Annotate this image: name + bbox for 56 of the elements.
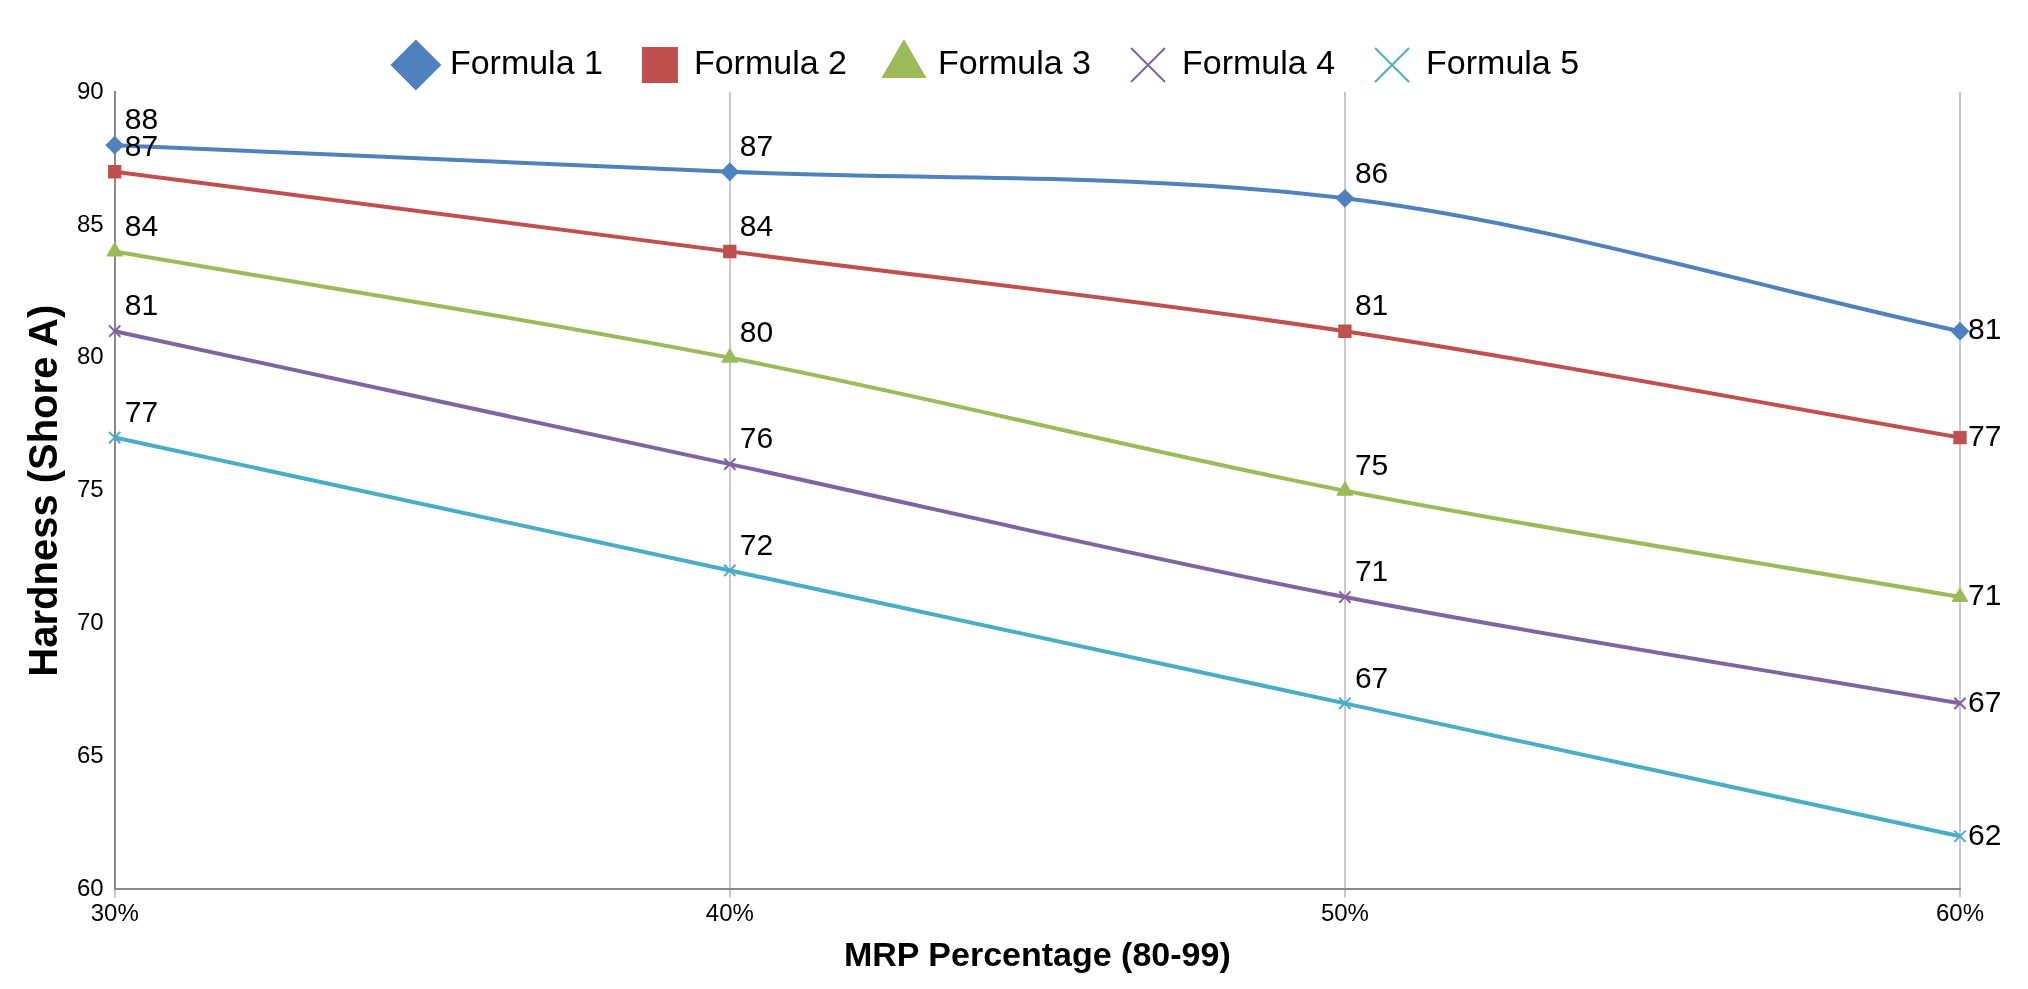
y-tick-label: 75	[76, 475, 104, 503]
legend-label: Formula 3	[937, 43, 1092, 82]
point	[723, 457, 737, 471]
point	[108, 165, 122, 179]
y-tick-label: 80	[76, 342, 104, 370]
data-label: 77	[124, 394, 159, 428]
point	[723, 244, 737, 259]
data-label: 72	[739, 527, 774, 561]
point	[1953, 696, 1967, 710]
y-axis-title: Hardness (Shore A)	[21, 304, 66, 677]
x-tick-label: 40%	[705, 899, 754, 927]
data-label: 67	[1968, 684, 2002, 718]
data-label: 71	[1968, 578, 2002, 612]
data-label: 88	[124, 102, 159, 136]
data-label: 67	[1354, 660, 1389, 694]
data-label: 76	[739, 421, 774, 455]
legend-label: Formula 1	[449, 43, 603, 82]
data-label: 84	[124, 208, 159, 242]
data-label: 62	[1968, 817, 2002, 851]
point	[108, 430, 122, 445]
y-tick-label: 85	[76, 209, 104, 237]
legend-label: Formula 5	[1426, 43, 1580, 82]
y-tick-label: 65	[76, 741, 104, 769]
point	[1953, 430, 1967, 445]
x-tick-label: 30%	[90, 899, 139, 927]
point	[1951, 322, 1969, 341]
legend-label: Formula 2	[693, 43, 847, 82]
point	[1338, 324, 1352, 338]
y-tick-label: 70	[76, 608, 104, 636]
data-label: 86	[1354, 155, 1389, 189]
data-label: 84	[739, 208, 774, 242]
data-label: 80	[739, 315, 774, 349]
data-label: 77	[1968, 418, 2002, 452]
y-tick-label: 90	[76, 76, 104, 104]
x-axis-title: MRP Percentage (80-99)	[843, 934, 1231, 973]
point	[720, 162, 739, 181]
legend-label: Formula 4	[1182, 43, 1336, 82]
y-tick-label: 60	[76, 874, 104, 902]
point	[106, 242, 123, 257]
point	[1338, 590, 1352, 604]
data-label: 81	[1968, 312, 2002, 346]
point	[105, 136, 124, 155]
data-label: 71	[1354, 554, 1389, 588]
point	[723, 563, 737, 578]
x-tick-label: 50%	[1320, 899, 1369, 927]
x-tick-label: 60%	[1935, 899, 1985, 927]
data-label: 87	[739, 129, 774, 163]
point	[1335, 189, 1354, 208]
point	[1338, 696, 1352, 710]
data-label: 81	[124, 288, 159, 322]
point	[1952, 588, 1968, 603]
point	[1336, 481, 1353, 496]
point	[1953, 829, 1967, 843]
data-label: 75	[1354, 447, 1389, 481]
point	[108, 324, 122, 338]
data-label: 81	[1354, 288, 1389, 322]
